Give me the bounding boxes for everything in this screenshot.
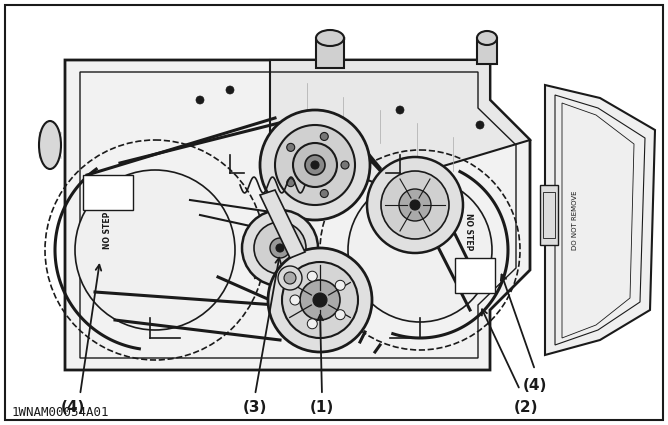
Bar bbox=[83, 175, 133, 210]
Circle shape bbox=[320, 133, 328, 141]
Text: (3): (3) bbox=[242, 400, 267, 416]
Circle shape bbox=[242, 210, 318, 286]
Circle shape bbox=[293, 143, 337, 187]
Polygon shape bbox=[545, 85, 655, 355]
Circle shape bbox=[254, 222, 306, 274]
Text: NO STEP: NO STEP bbox=[464, 213, 472, 251]
Ellipse shape bbox=[316, 30, 344, 46]
Circle shape bbox=[335, 280, 345, 290]
Ellipse shape bbox=[39, 121, 61, 169]
Circle shape bbox=[348, 178, 492, 322]
Circle shape bbox=[275, 125, 355, 205]
Text: DO NOT REMOVE: DO NOT REMOVE bbox=[572, 190, 578, 250]
Circle shape bbox=[305, 155, 325, 175]
Text: (4): (4) bbox=[61, 400, 86, 416]
Circle shape bbox=[367, 157, 463, 253]
Circle shape bbox=[396, 106, 404, 114]
Circle shape bbox=[260, 110, 370, 220]
Text: (4): (4) bbox=[523, 377, 547, 393]
Text: (2): (2) bbox=[514, 400, 538, 416]
Circle shape bbox=[313, 293, 327, 307]
Polygon shape bbox=[260, 190, 305, 258]
Text: (1): (1) bbox=[310, 400, 334, 416]
Circle shape bbox=[320, 190, 328, 198]
Circle shape bbox=[75, 170, 235, 330]
Polygon shape bbox=[270, 60, 530, 185]
Bar bbox=[543, 192, 555, 238]
Circle shape bbox=[276, 244, 284, 252]
Text: 1WNAM00054A01: 1WNAM00054A01 bbox=[12, 405, 110, 419]
Bar bbox=[40, 133, 60, 157]
Bar bbox=[455, 258, 495, 293]
Circle shape bbox=[341, 161, 349, 169]
Circle shape bbox=[287, 178, 295, 187]
Bar bbox=[316, 38, 344, 68]
Ellipse shape bbox=[477, 31, 497, 45]
Circle shape bbox=[282, 262, 358, 338]
Circle shape bbox=[307, 271, 317, 281]
Circle shape bbox=[290, 295, 300, 305]
Circle shape bbox=[307, 319, 317, 329]
Circle shape bbox=[476, 121, 484, 129]
Circle shape bbox=[284, 272, 296, 284]
Circle shape bbox=[399, 189, 431, 221]
Circle shape bbox=[226, 86, 234, 94]
Polygon shape bbox=[65, 60, 530, 370]
Circle shape bbox=[410, 200, 420, 210]
Circle shape bbox=[196, 96, 204, 104]
Circle shape bbox=[381, 171, 449, 239]
Circle shape bbox=[270, 238, 290, 258]
Circle shape bbox=[268, 248, 372, 352]
Circle shape bbox=[311, 161, 319, 169]
Bar bbox=[540, 185, 558, 245]
Circle shape bbox=[278, 266, 302, 290]
Bar bbox=[477, 38, 497, 64]
Circle shape bbox=[287, 143, 295, 151]
Circle shape bbox=[300, 280, 340, 320]
Circle shape bbox=[335, 310, 345, 320]
Text: NO STEP: NO STEP bbox=[104, 211, 112, 249]
